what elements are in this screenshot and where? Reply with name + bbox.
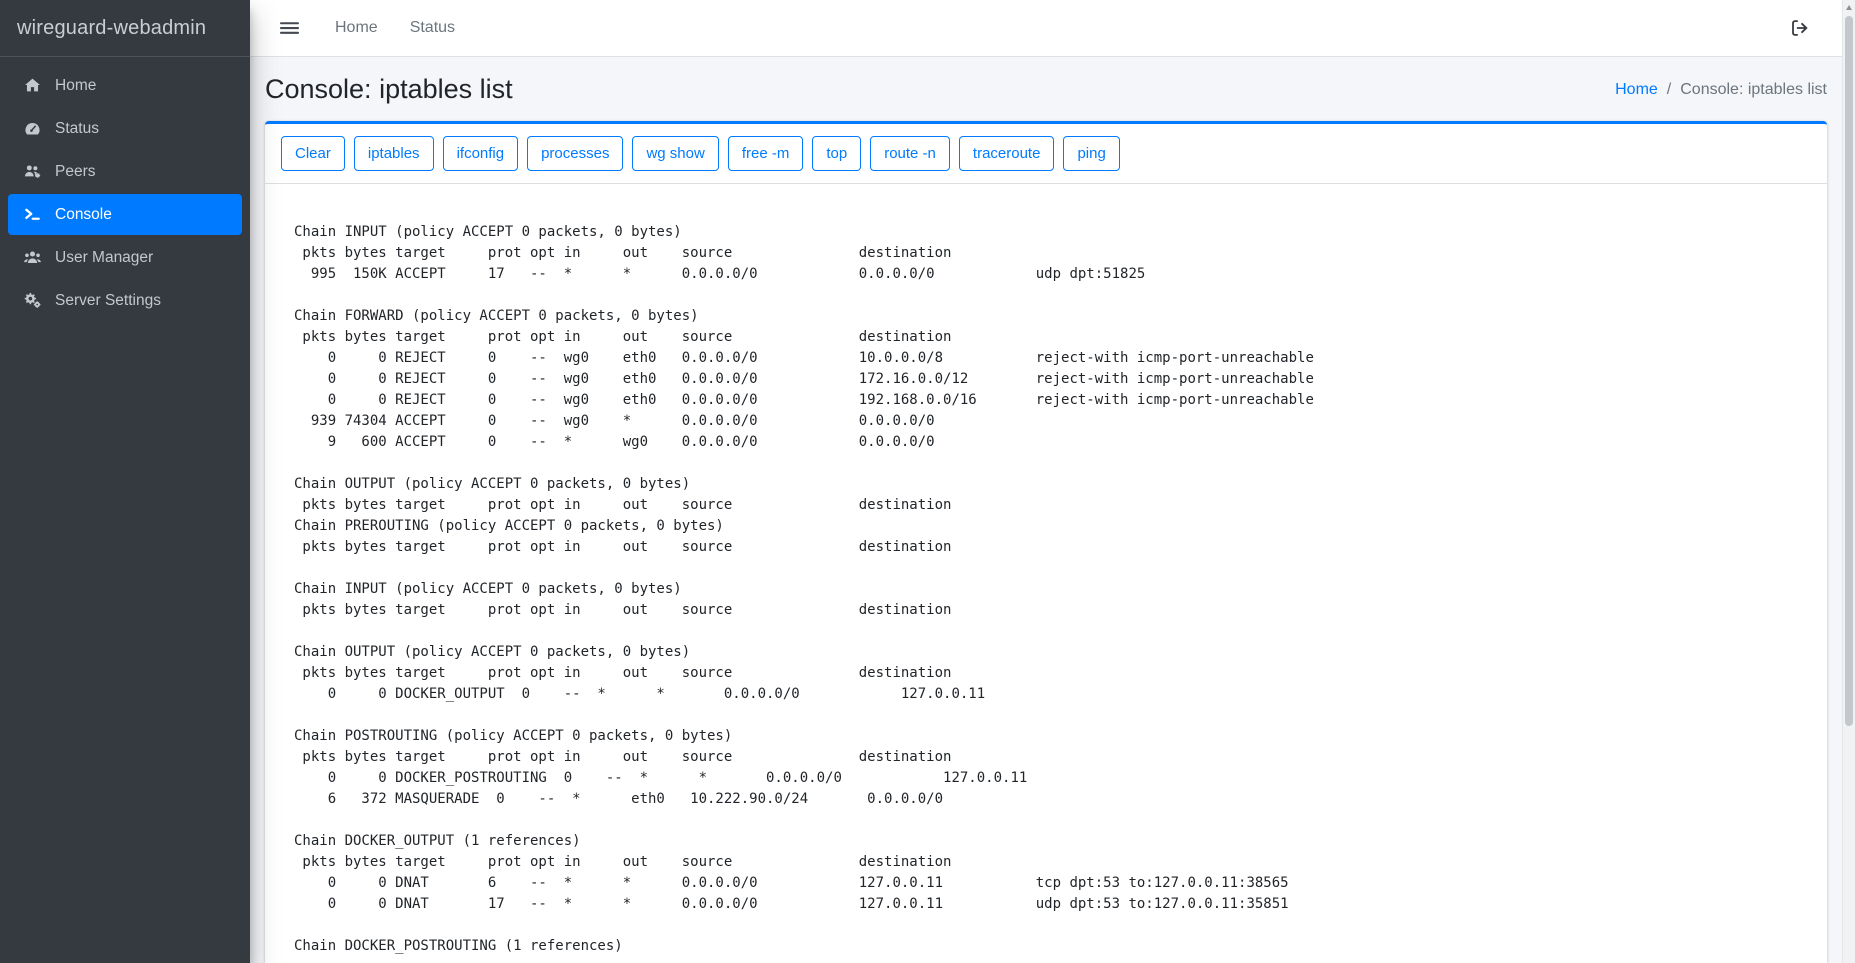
breadcrumb-separator: / bbox=[1666, 80, 1672, 98]
sidebar-item-server-settings[interactable]: Server Settings bbox=[8, 280, 242, 321]
console-output: Chain INPUT (policy ACCEPT 0 packets, 0 … bbox=[294, 224, 1314, 954]
brand-link[interactable]: wireguard-webadmin bbox=[0, 0, 250, 57]
breadcrumb-current: Console: iptables list bbox=[1680, 80, 1827, 98]
cmd-ping-button[interactable]: ping bbox=[1063, 136, 1120, 171]
cmd-processes-button[interactable]: processes bbox=[527, 136, 624, 171]
sidebar-item-status[interactable]: Status bbox=[8, 108, 242, 149]
sidebar-item-label: Console bbox=[55, 205, 112, 223]
breadcrumb: Home / Console: iptables list bbox=[1615, 81, 1827, 99]
sidebar-item-label: Server Settings bbox=[55, 291, 161, 309]
content-header: Console: iptables list Home / Console: i… bbox=[250, 57, 1842, 121]
cmd-traceroute-button[interactable]: traceroute bbox=[958, 136, 1055, 171]
cmd-free-button[interactable]: free -m bbox=[727, 136, 804, 171]
sidebar-item-label: Status bbox=[55, 119, 99, 137]
sidebar-item-console[interactable]: Console bbox=[8, 194, 242, 235]
sidebar-item-peers[interactable]: Peers bbox=[8, 151, 242, 192]
sign-out-icon bbox=[1790, 19, 1810, 37]
menu-toggle-button[interactable] bbox=[274, 16, 305, 40]
brand-label: wireguard-webadmin bbox=[17, 16, 207, 39]
gears-icon bbox=[21, 292, 43, 309]
cmd-route-button[interactable]: route -n bbox=[870, 136, 950, 171]
console-card: Clear iptables ifconfig processes wg sho… bbox=[265, 121, 1827, 963]
cmd-iptables-button[interactable]: iptables bbox=[353, 136, 434, 171]
cmd-ifconfig-button[interactable]: ifconfig bbox=[442, 136, 519, 171]
gauge-icon bbox=[21, 120, 43, 137]
logout-button[interactable] bbox=[1788, 15, 1812, 41]
sidebar: wireguard-webadmin Home Status Peers bbox=[0, 0, 250, 963]
cmd-wg-show-button[interactable]: wg show bbox=[632, 136, 719, 171]
main-area: Home Status Console: iptables list Home … bbox=[250, 0, 1842, 963]
users-gear-icon bbox=[21, 163, 43, 180]
topbar: Home Status bbox=[250, 0, 1842, 57]
sidebar-item-label: User Manager bbox=[55, 248, 154, 266]
page-scrollbar[interactable] bbox=[1842, 0, 1855, 963]
content: Console: iptables list Home / Console: i… bbox=[250, 57, 1842, 963]
sidebar-item-home[interactable]: Home bbox=[8, 65, 242, 106]
cmd-top-button[interactable]: top bbox=[812, 136, 862, 171]
users-icon bbox=[21, 249, 43, 266]
scrollbar-thumb[interactable] bbox=[1845, 16, 1853, 726]
sidebar-item-label: Home bbox=[55, 76, 97, 94]
topbar-link-status[interactable]: Status bbox=[409, 19, 456, 36]
console-toolbar: Clear iptables ifconfig processes wg sho… bbox=[265, 124, 1827, 184]
topbar-link-home[interactable]: Home bbox=[335, 19, 378, 36]
breadcrumb-home-link[interactable]: Home bbox=[1615, 80, 1658, 98]
clear-button[interactable]: Clear bbox=[281, 136, 345, 171]
hamburger-icon bbox=[280, 20, 299, 36]
home-icon bbox=[21, 77, 43, 94]
page-title: Console: iptables list bbox=[265, 74, 513, 104]
console-card-body: Chain INPUT (policy ACCEPT 0 packets, 0 … bbox=[265, 184, 1827, 963]
sidebar-nav: Home Status Peers Console bbox=[0, 57, 250, 331]
terminal-icon bbox=[21, 206, 43, 223]
sidebar-item-user-manager[interactable]: User Manager bbox=[8, 237, 242, 278]
scrollbar-up-arrow-icon[interactable] bbox=[1843, 0, 1855, 15]
sidebar-item-label: Peers bbox=[55, 162, 96, 180]
